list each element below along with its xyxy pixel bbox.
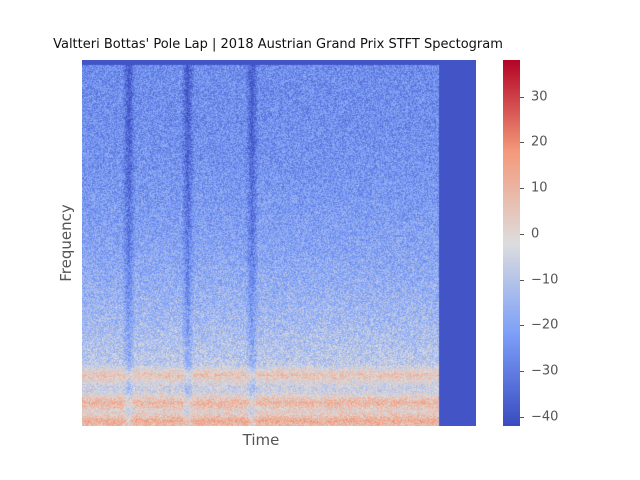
y-axis-label: Frequency bbox=[57, 204, 75, 282]
colorbar-tick-mark bbox=[520, 142, 524, 144]
colorbar-tick-mark bbox=[520, 188, 524, 190]
colorbar-tick-mark bbox=[520, 371, 524, 373]
spectrogram-plot-area bbox=[82, 60, 476, 426]
colorbar-tick-label: −40 bbox=[531, 409, 559, 425]
colorbar-tick-mark bbox=[520, 416, 524, 418]
spectrogram-heatmap bbox=[82, 60, 476, 426]
colorbar-tick-label: 30 bbox=[531, 89, 548, 105]
colorbar-tick-mark bbox=[520, 233, 524, 235]
colorbar-tick-label: −30 bbox=[531, 363, 559, 379]
colorbar-tick-label: 10 bbox=[531, 180, 548, 196]
colorbar-tick-label: −10 bbox=[531, 272, 559, 288]
chart-title: Valtteri Bottas' Pole Lap | 2018 Austria… bbox=[53, 37, 503, 52]
colorbar bbox=[503, 60, 520, 426]
colorbar-tick-label: 0 bbox=[531, 226, 540, 242]
x-axis-label: Time bbox=[242, 431, 280, 449]
colorbar-tick-mark bbox=[520, 325, 524, 327]
colorbar-tick-label: −20 bbox=[531, 317, 559, 333]
colorbar-tick-mark bbox=[520, 279, 524, 281]
colorbar-tick-mark bbox=[520, 96, 524, 98]
colorbar-tick-label: 20 bbox=[531, 134, 548, 150]
